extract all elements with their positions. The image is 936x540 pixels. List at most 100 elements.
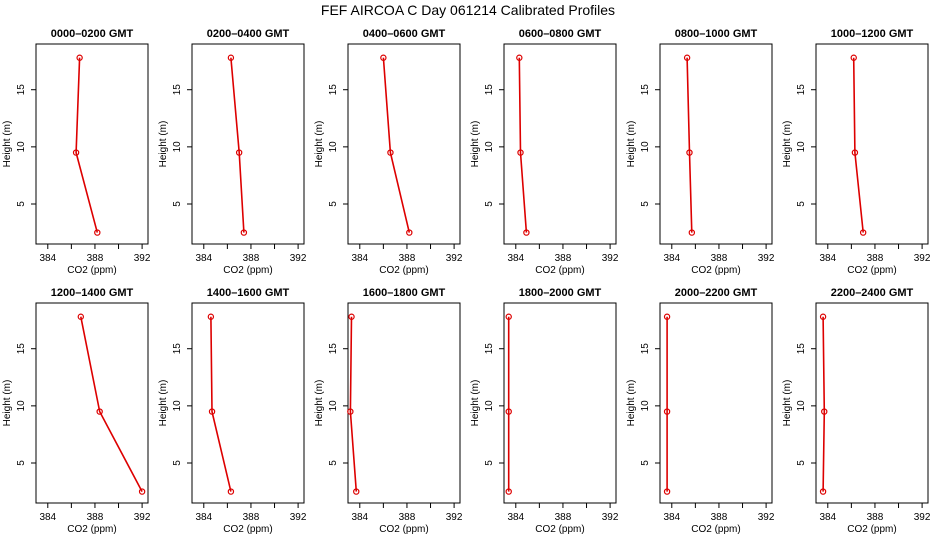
x-axis-label: CO2 (ppm) — [223, 265, 272, 276]
x-tick-label: 392 — [758, 512, 775, 523]
y-tick-label: 15 — [328, 343, 339, 355]
x-tick-label: 388 — [399, 253, 416, 264]
y-tick-label: 15 — [640, 343, 651, 355]
y-axis-label: Height (m) — [626, 121, 637, 168]
x-axis-label: CO2 (ppm) — [379, 265, 428, 276]
plot-frame — [659, 302, 773, 504]
profile-line — [518, 57, 528, 233]
chart-panel: 2200–2400 GMT 5 10 15 Height (m) 384 388 392 CO2… — [782, 287, 931, 535]
chart-panel: 1000–1200 GMT 5 10 15 Height (m) 384 388 392 CO2… — [782, 28, 931, 276]
y-tick-label: 10 — [328, 141, 339, 153]
plot-frame — [35, 43, 149, 245]
y-tick-label: 10 — [796, 141, 807, 153]
data-point — [96, 408, 103, 415]
panel-title: 2000–2200 GMT — [675, 287, 758, 299]
y-tick-label: 15 — [484, 343, 495, 355]
data-point — [859, 229, 867, 236]
x-tick-label: 392 — [134, 253, 151, 264]
x-axis-label: CO2 (ppm) — [223, 524, 272, 535]
panel-title: 0000–0200 GMT — [51, 28, 134, 40]
x-axis-label: CO2 (ppm) — [67, 524, 116, 535]
y-tick-label: 5 — [796, 460, 807, 466]
panel-title: 1800–2000 GMT — [519, 287, 602, 299]
x-axis-label: CO2 (ppm) — [847, 524, 896, 535]
profile-line — [349, 316, 358, 492]
chart-panel: 0600–0800 GMT 5 10 15 Height (m) 384 388 392 CO2… — [470, 28, 619, 276]
x-tick-label: 384 — [351, 512, 368, 523]
chart-panel: 1200–1400 GMT 5 10 15 Height (m) 384 388 392 CO2… — [2, 287, 151, 535]
data-point — [227, 488, 235, 495]
y-tick-label: 5 — [484, 460, 495, 466]
y-tick-label: 15 — [328, 84, 339, 96]
y-tick-label: 5 — [172, 460, 183, 466]
x-tick-label: 392 — [758, 253, 775, 264]
x-tick-label: 384 — [39, 512, 56, 523]
plot-frame — [191, 302, 305, 504]
x-tick-label: 388 — [243, 512, 260, 523]
x-axis-label: CO2 (ppm) — [67, 265, 116, 276]
data-point — [77, 313, 85, 320]
plot-frame — [659, 43, 773, 245]
x-tick-label: 384 — [819, 253, 836, 264]
profile-line — [852, 57, 864, 233]
panel-title: 0400–0600 GMT — [363, 28, 446, 40]
y-tick-label: 10 — [796, 400, 807, 412]
x-tick-label: 384 — [507, 512, 524, 523]
chart-panel: 1400–1600 GMT 5 10 15 Height (m) 384 388 392 CO2… — [158, 287, 307, 535]
figure-title: FEF AIRCOA C Day 061214 Calibrated Profi… — [321, 2, 615, 18]
x-tick-label: 388 — [399, 512, 416, 523]
x-tick-label: 388 — [87, 253, 104, 264]
panel-title: 0800–1000 GMT — [675, 28, 758, 40]
y-axis-label: Height (m) — [626, 380, 637, 427]
plot-frame — [191, 43, 305, 245]
data-point — [406, 229, 413, 236]
data-point — [76, 54, 83, 61]
y-tick-label: 5 — [16, 201, 27, 207]
y-tick-label: 10 — [16, 400, 27, 412]
x-tick-label: 392 — [290, 253, 307, 264]
chart-panel: 0200–0400 GMT 5 10 15 Height (m) 384 388 392 CO2… — [158, 28, 307, 276]
x-tick-label: 384 — [39, 253, 56, 264]
plot-frame — [35, 302, 149, 504]
data-point — [819, 488, 827, 495]
x-axis-label: CO2 (ppm) — [535, 265, 584, 276]
x-tick-label: 388 — [555, 253, 572, 264]
y-tick-label: 5 — [484, 201, 495, 207]
y-tick-label: 5 — [328, 201, 339, 207]
data-point — [387, 149, 394, 156]
x-tick-label: 388 — [711, 512, 728, 523]
x-tick-label: 384 — [663, 512, 680, 523]
x-tick-label: 392 — [914, 253, 931, 264]
y-tick-label: 10 — [484, 141, 495, 153]
x-tick-label: 392 — [914, 512, 931, 523]
data-point — [663, 408, 671, 415]
panel-title: 1600–1800 GMT — [363, 287, 446, 299]
data-point — [138, 488, 146, 495]
x-tick-label: 392 — [446, 253, 463, 264]
y-tick-label: 10 — [172, 141, 183, 153]
data-point — [235, 149, 243, 156]
y-tick-label: 5 — [796, 201, 807, 207]
chart-panel: 0400–0600 GMT 5 10 15 Height (m) 384 388 392 CO2… — [314, 28, 463, 276]
chart-panel: 0000–0200 GMT 5 10 15 Height (m) 384 388 392 CO2… — [2, 28, 151, 276]
x-tick-label: 384 — [819, 512, 836, 523]
y-tick-label: 15 — [172, 343, 183, 355]
panel-title: 1200–1400 GMT — [51, 287, 134, 299]
panel-title: 0600–0800 GMT — [519, 28, 602, 40]
profile-line — [822, 316, 826, 492]
plot-frame — [815, 43, 929, 245]
chart-panel: 1600–1800 GMT 5 10 15 Height (m) 384 388 392 CO2… — [314, 287, 463, 535]
y-tick-label: 5 — [16, 460, 27, 466]
y-tick-label: 15 — [796, 84, 807, 96]
y-tick-label: 10 — [640, 400, 651, 412]
data-point — [240, 229, 248, 236]
y-axis-label: Height (m) — [782, 121, 793, 168]
y-tick-label: 15 — [796, 343, 807, 355]
x-tick-label: 384 — [507, 253, 524, 264]
data-point — [663, 488, 671, 495]
x-axis-label: CO2 (ppm) — [691, 265, 740, 276]
data-point — [380, 54, 387, 61]
profile-line — [80, 316, 143, 492]
x-axis-label: CO2 (ppm) — [379, 524, 428, 535]
